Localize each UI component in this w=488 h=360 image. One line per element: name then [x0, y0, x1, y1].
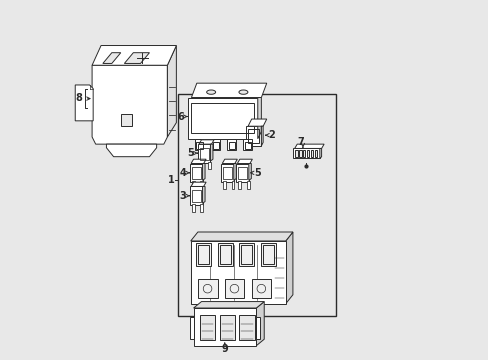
- Bar: [190, 241, 285, 304]
- Polygon shape: [191, 182, 206, 186]
- Bar: [227, 139, 236, 150]
- Bar: [211, 139, 220, 150]
- Bar: [192, 204, 195, 212]
- Bar: [121, 114, 131, 126]
- Bar: [303, 150, 305, 157]
- Bar: [238, 181, 241, 189]
- Polygon shape: [191, 159, 206, 163]
- Bar: [246, 181, 249, 189]
- Bar: [198, 244, 208, 264]
- Bar: [294, 150, 297, 157]
- Bar: [298, 150, 301, 157]
- Bar: [219, 315, 234, 340]
- Text: 2: 2: [267, 130, 274, 140]
- Bar: [243, 139, 252, 150]
- Text: 4: 4: [179, 168, 186, 178]
- Bar: [223, 167, 231, 179]
- Bar: [190, 317, 193, 338]
- Bar: [223, 181, 226, 189]
- Bar: [224, 279, 244, 298]
- Bar: [199, 148, 208, 160]
- Polygon shape: [237, 159, 252, 163]
- Bar: [200, 181, 203, 189]
- Polygon shape: [285, 232, 292, 304]
- Polygon shape: [193, 302, 264, 308]
- Bar: [292, 148, 319, 158]
- Text: 6: 6: [177, 112, 183, 122]
- Bar: [228, 141, 234, 149]
- Polygon shape: [247, 119, 266, 126]
- Bar: [192, 181, 195, 189]
- Polygon shape: [102, 53, 121, 63]
- Polygon shape: [190, 232, 292, 241]
- Bar: [310, 150, 313, 157]
- Bar: [238, 167, 246, 179]
- Bar: [256, 317, 260, 338]
- Bar: [200, 162, 203, 169]
- Bar: [200, 315, 215, 340]
- Text: 5: 5: [253, 168, 260, 178]
- Text: 5: 5: [187, 148, 194, 158]
- Bar: [236, 163, 248, 182]
- Bar: [191, 190, 201, 202]
- Polygon shape: [294, 144, 324, 148]
- Polygon shape: [210, 144, 212, 161]
- Polygon shape: [124, 53, 149, 63]
- Bar: [246, 126, 261, 146]
- Polygon shape: [167, 45, 176, 137]
- Bar: [219, 244, 230, 264]
- Polygon shape: [92, 65, 167, 144]
- Bar: [217, 243, 232, 266]
- Polygon shape: [92, 45, 176, 65]
- Bar: [191, 167, 201, 179]
- Text: 9: 9: [221, 343, 228, 354]
- Polygon shape: [199, 140, 214, 144]
- Bar: [190, 163, 202, 182]
- Bar: [244, 141, 250, 149]
- Bar: [178, 94, 335, 316]
- Bar: [262, 244, 273, 264]
- Polygon shape: [222, 159, 237, 163]
- Bar: [221, 163, 233, 182]
- Polygon shape: [248, 163, 251, 180]
- Polygon shape: [191, 83, 266, 98]
- Polygon shape: [202, 186, 204, 203]
- Bar: [239, 243, 254, 266]
- Text: 3: 3: [179, 191, 186, 201]
- Bar: [193, 308, 256, 346]
- Bar: [195, 139, 203, 150]
- Bar: [239, 315, 254, 340]
- Bar: [198, 144, 210, 163]
- Polygon shape: [319, 148, 321, 158]
- Text: 1: 1: [168, 175, 175, 185]
- Ellipse shape: [206, 90, 215, 94]
- Ellipse shape: [239, 90, 247, 94]
- Bar: [314, 150, 317, 157]
- Polygon shape: [233, 163, 236, 180]
- Polygon shape: [75, 85, 93, 121]
- Bar: [212, 141, 218, 149]
- Text: 8: 8: [75, 93, 82, 103]
- Text: 7: 7: [297, 138, 304, 147]
- Bar: [248, 129, 259, 143]
- Bar: [231, 181, 234, 189]
- Bar: [190, 186, 202, 205]
- Bar: [251, 279, 271, 298]
- Bar: [187, 98, 257, 139]
- Polygon shape: [202, 163, 204, 180]
- Bar: [196, 141, 202, 149]
- Bar: [196, 243, 211, 266]
- Bar: [241, 244, 251, 264]
- Polygon shape: [106, 144, 156, 157]
- Polygon shape: [257, 98, 261, 139]
- Bar: [200, 204, 203, 212]
- Bar: [208, 162, 211, 169]
- Polygon shape: [261, 126, 263, 146]
- Bar: [260, 243, 275, 266]
- Bar: [191, 103, 254, 134]
- Bar: [306, 150, 309, 157]
- Bar: [198, 279, 217, 298]
- Polygon shape: [256, 302, 264, 346]
